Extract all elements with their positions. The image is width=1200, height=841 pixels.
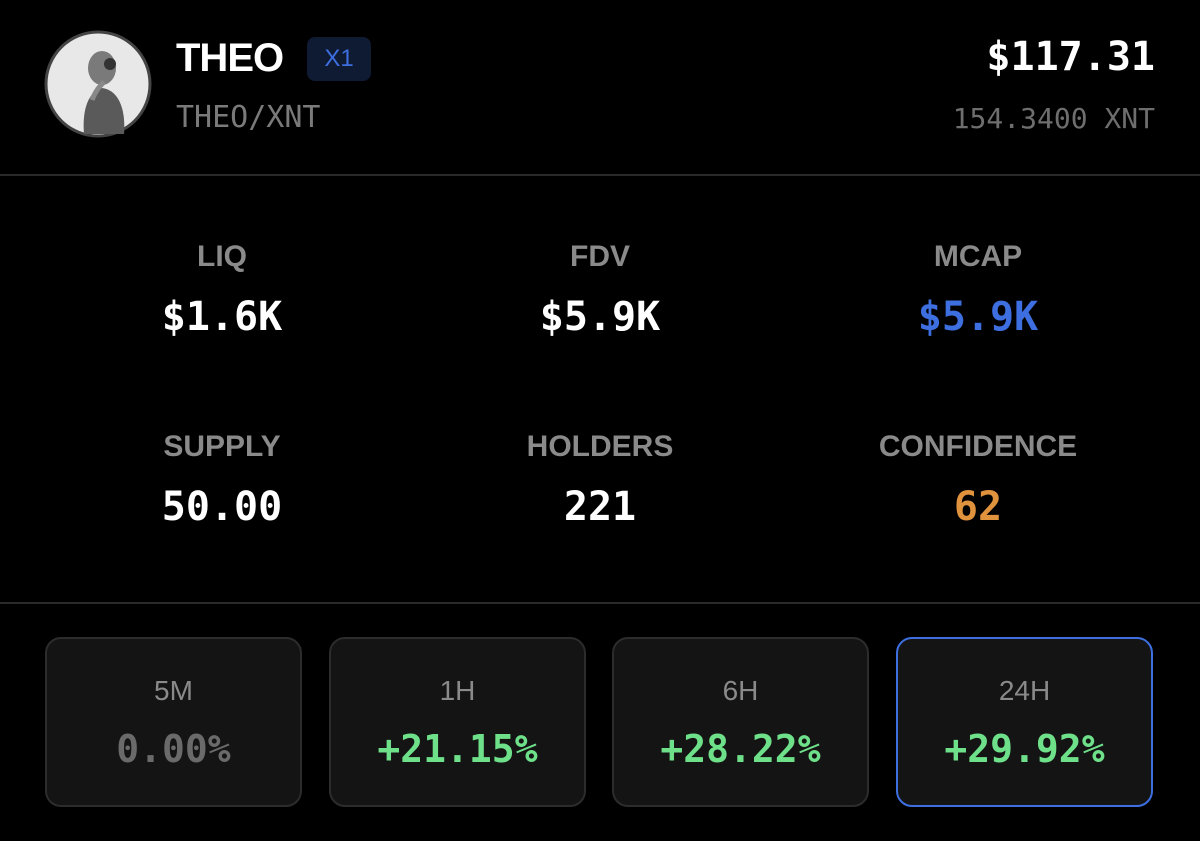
stat-label: FDV	[570, 240, 630, 273]
stat-value: $1.6K	[161, 294, 283, 340]
tab-change: 0.00%	[116, 727, 231, 771]
divider	[0, 602, 1200, 604]
stat-label: SUPPLY	[163, 430, 281, 463]
stat-label: LIQ	[197, 240, 247, 273]
token-pair: THEO/XNT	[176, 100, 321, 135]
price-usd: $117.31	[986, 34, 1155, 80]
stat-value: $5.9K	[539, 294, 661, 340]
stat: CONFIDENCE 62	[828, 430, 1128, 530]
price-native: 154.3400 XNT	[952, 102, 1155, 135]
divider	[0, 174, 1200, 176]
tab-label: 24H	[998, 675, 1051, 706]
stat: SUPPLY 50.00	[72, 430, 372, 530]
avatar	[44, 30, 152, 138]
stat-value: 221	[563, 484, 637, 530]
stat-value: $5.9K	[917, 294, 1039, 340]
timeframe-tab[interactable]: 5M 0.00%	[45, 637, 302, 807]
timeframe-tab[interactable]: 1H +21.15%	[329, 637, 586, 807]
tab-label: 5M	[154, 675, 193, 706]
stat-label: MCAP	[933, 240, 1023, 273]
tab-change: +28.22%	[660, 727, 821, 771]
stat: FDV $5.9K	[450, 240, 750, 340]
tab-label: 6H	[722, 675, 759, 706]
timeframe-tab[interactable]: 24H +29.92%	[896, 637, 1153, 807]
timeframe-tab[interactable]: 6H +28.22%	[612, 637, 869, 807]
tab-change: +21.15%	[377, 727, 538, 771]
stat-value: 50.00	[161, 484, 283, 530]
stat: LIQ $1.6K	[72, 240, 372, 340]
token-name: THEO	[176, 36, 284, 80]
stat-label: HOLDERS	[526, 430, 674, 463]
tab-change: +29.92%	[944, 727, 1105, 771]
chain-badge: X1	[307, 37, 371, 81]
stat-value: 62	[953, 484, 1003, 530]
stat: HOLDERS 221	[450, 430, 750, 530]
stat-label: CONFIDENCE	[878, 430, 1078, 463]
tab-label: 1H	[439, 675, 476, 706]
stat: MCAP $5.9K	[828, 240, 1128, 340]
